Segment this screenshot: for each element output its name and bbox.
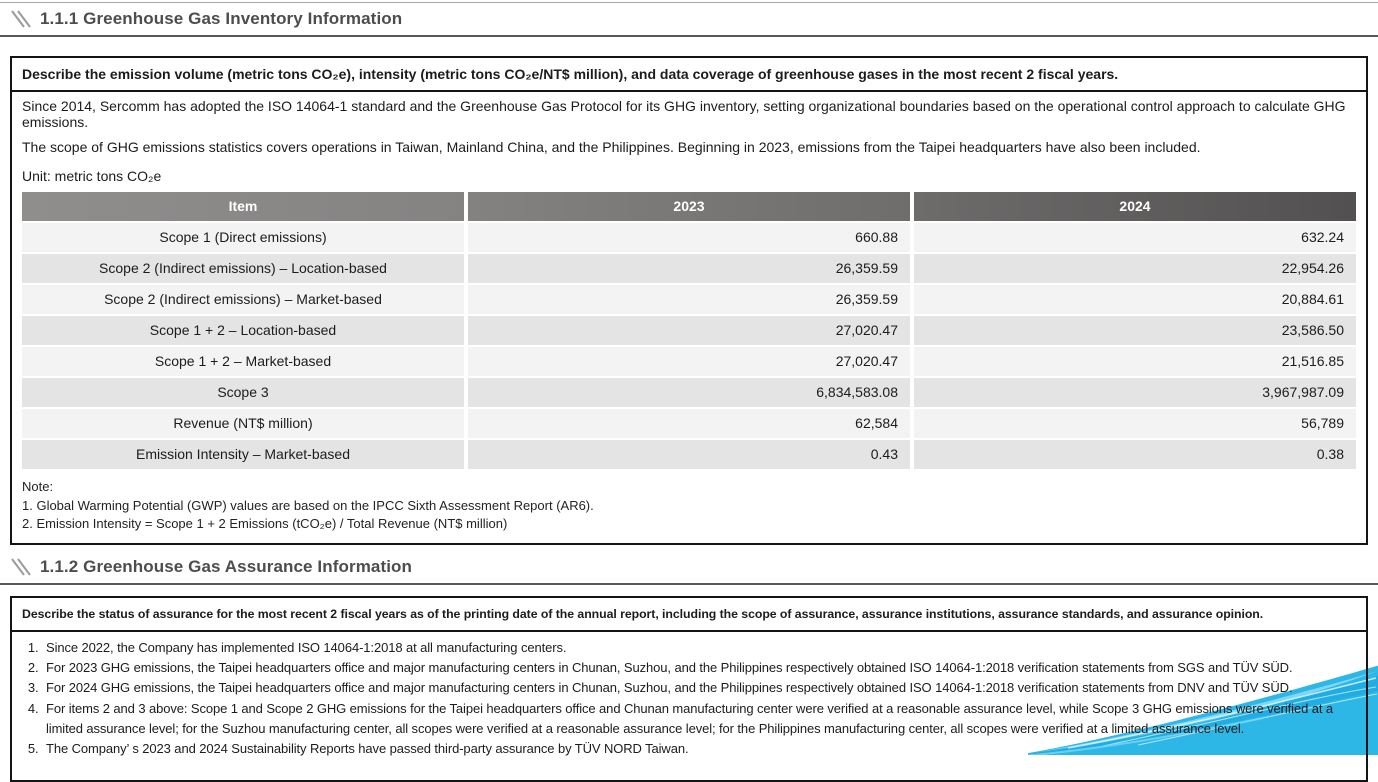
- table-cell-2023: 26,359.59: [468, 254, 910, 284]
- table-cell-item: Scope 3: [22, 378, 464, 408]
- assurance-list: Since 2022, the Company has implemented …: [12, 638, 1366, 760]
- inventory-prompt: Describe the emission volume (metric ton…: [12, 58, 1366, 92]
- inventory-paragraph-1: Since 2014, Sercomm has adopted the ISO …: [22, 98, 1346, 130]
- ghg-emissions-table: Item 2023 2024 Scope 1 (Direct emissions…: [22, 192, 1356, 470]
- table-cell-2024: 20,884.61: [914, 285, 1356, 315]
- table-cell-2023: 27,020.47: [468, 316, 910, 346]
- table-cell-2024: 3,967,987.09: [914, 378, 1356, 408]
- inventory-content: Since 2014, Sercomm has adopted the ISO …: [12, 92, 1366, 543]
- table-cell-2023: 27,020.47: [468, 347, 910, 377]
- section-title: 1.1.2 Greenhouse Gas Assurance Informati…: [40, 556, 413, 576]
- table-cell-2023: 0.43: [468, 440, 910, 470]
- assurance-item-4: For items 2 and 3 above: Scope 1 and Sco…: [42, 699, 1358, 740]
- table-cell-item: Emission Intensity – Market-based: [22, 440, 464, 470]
- section-header-1-1-1: 1.1.1 Greenhouse Gas Inventory Informati…: [0, 3, 1378, 37]
- column-header-2024: 2024: [914, 192, 1356, 222]
- table-cell-2024: 23,586.50: [914, 316, 1356, 346]
- table-cell-2023: 62,584: [468, 409, 910, 439]
- inventory-paragraph-2: The scope of GHG emissions statistics co…: [22, 138, 1201, 155]
- section-title: 1.1.1 Greenhouse Gas Inventory Informati…: [40, 9, 403, 28]
- note-line-1: 1. Global Warming Potential (GWP) values…: [22, 497, 594, 513]
- blue-swoosh-decoration: [1028, 665, 1378, 755]
- table-cell-item: Scope 2 (Indirect emissions) – Location-…: [22, 254, 464, 284]
- table-cell-2024: 22,954.26: [914, 254, 1356, 284]
- table-cell-2023: 6,834,583.08: [468, 378, 910, 408]
- table-cell-item: Scope 1 + 2 – Market-based: [22, 347, 464, 377]
- assurance-item-2: For 2023 GHG emissions, the Taipei headq…: [42, 658, 1358, 678]
- table-cell-2023: 660.88: [468, 223, 910, 253]
- table-cell-2024: 0.38: [914, 440, 1356, 470]
- table-cell-2024: 56,789: [914, 409, 1356, 439]
- page-top-rule: [0, 2, 1378, 3]
- table-cell-item: Scope 1 (Direct emissions): [22, 223, 464, 253]
- table-cell-2024: 21,516.85: [914, 347, 1356, 377]
- ghg-inventory-box: Describe the emission volume (metric ton…: [10, 56, 1368, 545]
- column-header-item: Item: [22, 192, 464, 222]
- note-line-2: 2. Emission Intensity = Scope 1 + 2 Emis…: [22, 516, 508, 532]
- section-header-1-1-2: 1.1.2 Greenhouse Gas Assurance Informati…: [0, 551, 1378, 585]
- table-cell-item: Revenue (NT$ million): [22, 409, 464, 439]
- table-cell-2023: 26,359.59: [468, 285, 910, 315]
- column-header-2023: 2023: [468, 192, 910, 222]
- hatch-icon: [11, 10, 31, 28]
- table-cell-item: Scope 2 (Indirect emissions) – Market-ba…: [22, 285, 464, 315]
- table-cell-item: Scope 1 + 2 – Location-based: [22, 316, 464, 346]
- table-notes: Note: 1. Global Warming Potential (GWP) …: [22, 478, 1356, 538]
- assurance-item-3: For 2024 GHG emissions, the Taipei headq…: [42, 678, 1358, 698]
- table-cell-2024: 632.24: [914, 223, 1356, 253]
- ghg-assurance-box: Describe the status of assurance for the…: [10, 595, 1368, 782]
- unit-label: Unit: metric tons CO₂e: [22, 168, 162, 185]
- note-heading: Note:: [22, 479, 54, 495]
- assurance-item-5: The Company’ s 2023 and 2024 Sustainabil…: [42, 739, 1358, 759]
- assurance-item-1: Since 2022, the Company has implemented …: [42, 638, 1358, 658]
- assurance-prompt: Describe the status of assurance for the…: [12, 598, 1366, 632]
- hatch-icon: [11, 558, 31, 576]
